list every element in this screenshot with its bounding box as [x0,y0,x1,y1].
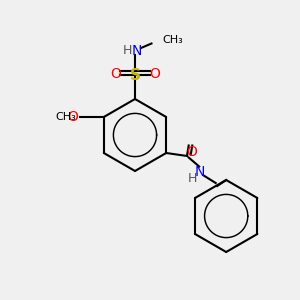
Text: S: S [130,68,140,82]
Text: O: O [67,110,78,124]
Text: CH₃: CH₃ [162,35,183,46]
Text: O: O [110,67,121,80]
Text: O: O [186,145,197,158]
Text: N: N [131,44,142,58]
Text: O: O [149,67,160,80]
Text: H: H [123,44,132,58]
Text: CH₃: CH₃ [56,112,76,122]
Text: N: N [195,166,205,179]
Text: H: H [188,172,197,185]
